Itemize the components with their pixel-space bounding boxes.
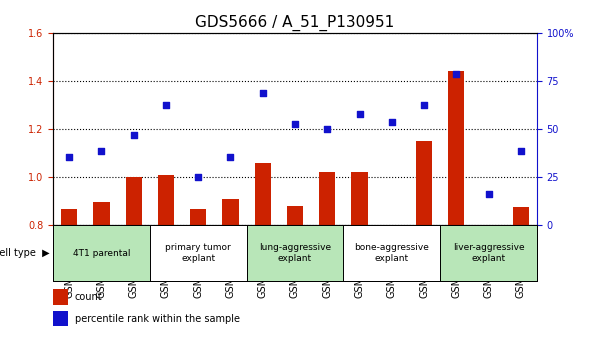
Bar	[190, 209, 206, 225]
Bar	[287, 206, 303, 225]
Bar	[61, 209, 77, 225]
Bar	[53, 225, 150, 281]
Text: cell type  ▶: cell type ▶	[0, 248, 50, 258]
Bar	[352, 172, 368, 225]
Point	[258, 90, 267, 96]
Bar	[440, 225, 537, 281]
Point	[64, 154, 74, 159]
Text: count: count	[75, 292, 103, 302]
Text: percentile rank within the sample: percentile rank within the sample	[75, 314, 240, 324]
Bar	[247, 225, 343, 281]
Point	[387, 119, 396, 125]
Bar	[126, 177, 142, 225]
Bar	[416, 141, 432, 225]
Bar	[448, 71, 464, 225]
Point	[161, 102, 171, 108]
Bar	[53, 289, 68, 305]
Point	[323, 126, 332, 132]
Point	[451, 71, 461, 77]
Bar	[513, 207, 529, 225]
Bar	[255, 163, 271, 225]
Text: lung-aggressive
explant: lung-aggressive explant	[259, 244, 331, 263]
Bar	[319, 172, 335, 225]
Point	[419, 102, 429, 108]
Point	[226, 154, 235, 159]
Point	[129, 132, 139, 138]
Point	[516, 148, 526, 154]
Point	[290, 121, 300, 127]
Text: liver-aggressive
explant: liver-aggressive explant	[453, 244, 525, 263]
Bar	[158, 175, 174, 225]
Point	[355, 111, 364, 117]
Text: 4T1 parental: 4T1 parental	[73, 249, 130, 258]
Point	[484, 191, 493, 197]
Point	[194, 174, 203, 180]
Text: bone-aggressive
explant: bone-aggressive explant	[355, 244, 429, 263]
Bar	[222, 199, 238, 225]
Point	[97, 148, 106, 154]
Bar	[53, 311, 68, 326]
Bar	[150, 225, 247, 281]
Text: primary tumor
explant: primary tumor explant	[165, 244, 231, 263]
Title: GDS5666 / A_51_P130951: GDS5666 / A_51_P130951	[195, 15, 395, 31]
Bar	[93, 202, 110, 225]
Bar	[343, 225, 440, 281]
